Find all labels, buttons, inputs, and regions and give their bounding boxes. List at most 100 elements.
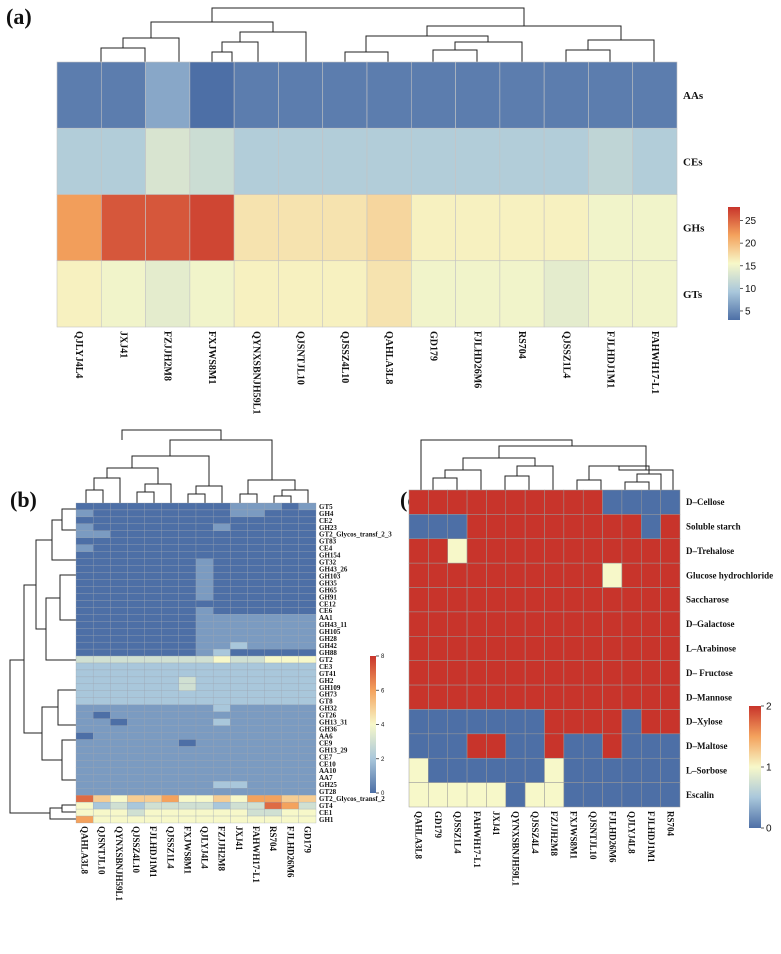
heatmap-b-cell <box>127 795 145 803</box>
heatmap-a-cell <box>499 61 545 129</box>
heatmap-b-cell <box>161 676 180 685</box>
heatmap-a-cell <box>543 127 589 195</box>
heatmap-b-cell <box>247 572 265 580</box>
heatmap-b-row-labels: GT5GH4CE2GH23GT2_Glycos_transf_2_3GT83CE… <box>319 503 392 824</box>
heatmap-b-cell <box>110 586 128 594</box>
heatmap-b-cell <box>110 655 128 664</box>
heatmap-b-cell <box>110 621 128 629</box>
legend-tick-label: 10 <box>745 284 757 295</box>
heatmap-a-cell <box>189 194 235 262</box>
heatmap-b-cell <box>247 815 265 824</box>
heatmap-b-cell <box>247 732 265 740</box>
heatmap-c-cell <box>447 514 468 540</box>
column-label: FXJWS8M1 <box>182 826 192 874</box>
heatmap-b-cell <box>127 586 145 594</box>
heatmap-c-cell <box>428 733 448 759</box>
heatmap-b-cell <box>161 739 180 747</box>
heatmap-b-cell <box>144 662 162 671</box>
heatmap-a-cell <box>455 127 501 195</box>
heatmap-b-cell <box>264 690 282 698</box>
heatmap-c-cell <box>466 660 487 686</box>
heatmap-b-cell <box>178 572 197 580</box>
heatmap-c-cell <box>563 489 584 515</box>
heatmap-a-cell <box>145 61 191 129</box>
heatmap-b-cell <box>110 704 128 712</box>
heatmap-b-cell <box>281 509 299 518</box>
heatmap-c-cell <box>486 587 507 613</box>
heatmap-b-cell <box>92 648 111 657</box>
heatmap-b-cell <box>92 565 111 573</box>
heatmap-c-cell <box>486 611 507 637</box>
heatmap-c-cell <box>602 489 623 515</box>
heatmap-b-cell <box>264 760 282 768</box>
column-label: FJLHD26M6 <box>607 811 617 863</box>
heatmap-a-cell <box>145 194 191 262</box>
heatmap-b-cell <box>110 530 128 538</box>
heatmap-b-cell <box>92 523 111 531</box>
heatmap-b-cell <box>281 808 299 817</box>
heatmap-b-cell <box>127 572 145 580</box>
heatmap-b-cell <box>212 502 231 511</box>
heatmap-a-cell <box>233 194 279 262</box>
row-label: GTs <box>683 289 703 301</box>
heatmap-b-cell <box>127 732 145 740</box>
legend-tick-label: 5 <box>745 306 751 317</box>
heatmap-b-cell <box>92 815 111 824</box>
heatmap-b-cell <box>144 711 162 719</box>
heatmap-b-cell <box>92 795 111 803</box>
heatmap-c-cell <box>621 514 642 540</box>
heatmap-b-cell <box>178 607 197 615</box>
heatmap-c-cell <box>544 684 565 710</box>
heatmap-b-cell <box>212 795 231 803</box>
heatmap-c-cell <box>582 709 603 735</box>
heatmap-b-cell <box>92 662 111 671</box>
heatmap-b-cell <box>195 753 214 761</box>
heatmap-b-cell <box>75 516 94 525</box>
row-label: GH91 <box>319 593 337 601</box>
legend-a-colorbar <box>728 207 740 320</box>
heatmap-b-cell <box>298 662 317 671</box>
heatmap-b-cell <box>144 502 162 511</box>
heatmap-b-cell <box>230 502 248 511</box>
heatmap-b-cell <box>161 781 180 789</box>
heatmap-b-cell <box>110 648 128 657</box>
legend-tick-label: 25 <box>745 216 757 227</box>
heatmap-c-cell <box>660 660 681 686</box>
heatmap-b-cell <box>212 593 231 601</box>
row-label: D–Xylose <box>686 717 723 727</box>
row-label: Glucose hydrochloride <box>686 570 773 580</box>
row-label: GT8 <box>319 698 333 706</box>
heatmap-b-cell <box>264 628 282 636</box>
heatmap-b-cell <box>127 607 145 615</box>
heatmap-b-cell <box>298 697 317 705</box>
heatmap-b-cell <box>298 579 317 587</box>
heatmap-a-cell <box>366 194 412 262</box>
row-label: CEs <box>683 156 703 168</box>
heatmap-b-cell <box>264 795 282 803</box>
heatmap-b-cell <box>161 690 180 698</box>
heatmap-a-cell <box>410 194 456 262</box>
heatmap-b-cell <box>281 537 299 545</box>
heatmap-a-cell <box>233 61 279 129</box>
heatmap-b-cell <box>212 753 231 761</box>
heatmap-b-cell <box>75 600 94 608</box>
heatmap-c-cell <box>660 636 681 661</box>
heatmap-b-cell <box>298 669 317 678</box>
heatmap-b-cell <box>161 628 180 636</box>
heatmap-b-cell <box>212 781 231 789</box>
heatmap-b-cell <box>195 614 214 622</box>
heatmap-c-cell <box>466 514 487 540</box>
heatmap-b-cell <box>144 690 162 698</box>
heatmap-b-cell <box>75 614 94 622</box>
heatmap-b-cell <box>230 621 248 629</box>
heatmap-b-cell <box>298 676 317 685</box>
heatmap-b-cell <box>264 558 282 566</box>
heatmap-b-cell <box>144 628 162 636</box>
heatmap-b-cell <box>161 767 180 775</box>
heatmap-b-cell <box>264 767 282 775</box>
row-label: GH43_11 <box>319 621 348 629</box>
heatmap-c-cell <box>621 538 642 564</box>
column-label: FZJJH2M8 <box>217 826 227 871</box>
heatmap-c-cell <box>486 733 507 759</box>
heatmap-a: AAs CEs GHs GTs QJLYJ4L4 JXJ41 FZJJH2M8 FXJWS8… <box>56 7 757 414</box>
